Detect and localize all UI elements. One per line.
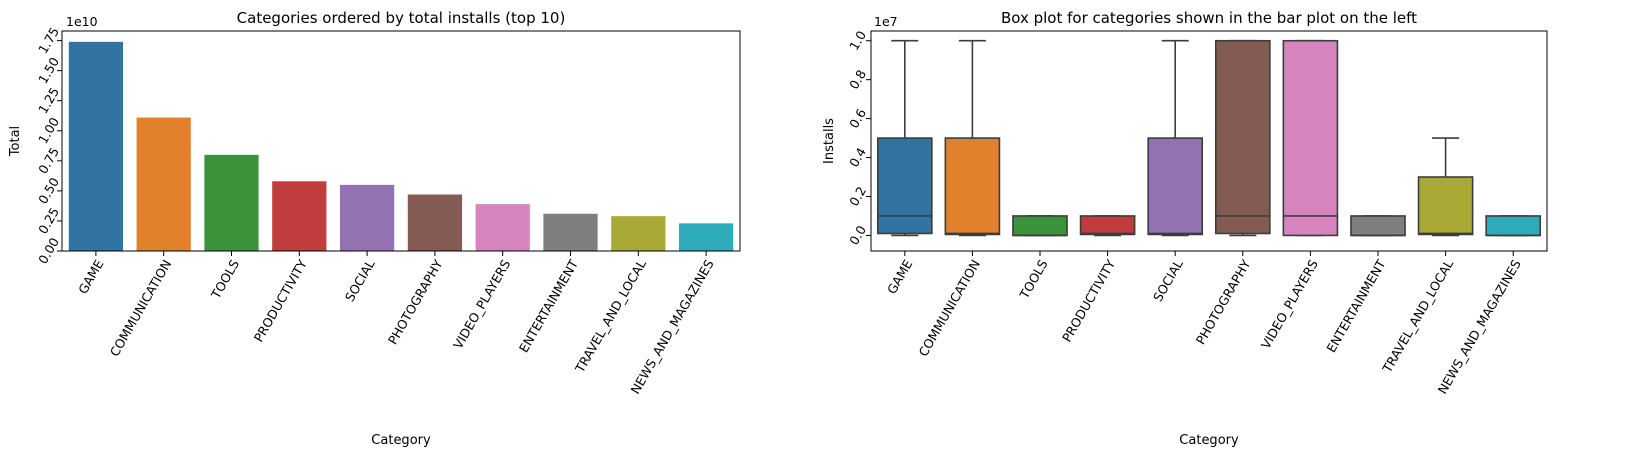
bar-news-and-magazines (678, 223, 734, 251)
box-plot-title: Box plot for categories shown in the bar… (1001, 9, 1417, 27)
box-travel-and-local (1417, 137, 1474, 237)
box-y-tick-label: 0.4 (846, 145, 869, 170)
box-x-tick-label: TRAVEL_AND_LOCAL (1379, 257, 1456, 376)
bar-chart-offset-text: 1e10 (66, 14, 98, 29)
bar-y-ticks: 0.000.250.500.751.001.251.501.75 (35, 25, 62, 267)
box-body (1485, 215, 1542, 237)
box-body (1282, 39, 1339, 237)
box-plot-offset-text: 1e7 (874, 14, 898, 29)
box-y-tick-label: 0.8 (846, 67, 869, 92)
box-body (876, 137, 933, 235)
bar-x-tick-label: ENTERTAINMENT (516, 257, 581, 355)
box-y-tick-label: 0.6 (846, 106, 869, 131)
box-body (1350, 215, 1406, 237)
box-x-tick-label: COMMUNICATION (915, 257, 983, 359)
bar-social (339, 184, 395, 251)
box-x-tick-label: ENTERTAINMENT (1323, 257, 1388, 355)
bar-entertainment (543, 213, 598, 251)
bar-tools (204, 154, 259, 251)
bar-x-tick-label: COMMUNICATION (107, 257, 175, 359)
box-y-tick-label: 0.0 (846, 223, 869, 248)
box-y-tick-label: 1.0 (846, 28, 869, 53)
bar-chart-frame (61, 30, 741, 252)
box-x-tick-label: TOOLS (1016, 257, 1051, 302)
box-body (1147, 137, 1204, 236)
box-body (944, 137, 1001, 236)
bar-game (68, 41, 124, 251)
bar-x-tick-label: PRODUCTIVITY (251, 257, 310, 345)
bar-chart-panel: Categories ordered by total installs (to… (8, 9, 741, 448)
box-productivity (1079, 215, 1136, 237)
bar-productivity (272, 181, 327, 251)
box-plot-panel: Box plot for categories shown in the bar… (822, 9, 1548, 448)
box-body (1079, 215, 1136, 236)
box-tools (1012, 215, 1068, 237)
box-social (1147, 39, 1204, 237)
bar-communication (136, 117, 191, 252)
box-plot-y-label: Installs (822, 118, 837, 164)
bar-x-tick-label: TOOLS (207, 257, 242, 302)
box-x-tick-label: SOCIAL (1150, 257, 1186, 304)
box-news-and-magazines (1485, 215, 1542, 237)
bar-x-tick-label: VIDEO_PLAYERS (450, 257, 513, 351)
box-photography (1214, 39, 1271, 237)
bar-marks (68, 41, 734, 252)
box-communication (944, 39, 1001, 237)
box-game (876, 39, 933, 237)
bar-x-tick-label: SOCIAL (342, 257, 378, 304)
bar-x-ticks: GAME COMMUNICATION TOOLS PRODUCTIVITY SOCIAL… (75, 251, 717, 396)
bar-x-tick-label: GAME (75, 257, 107, 297)
box-body (1012, 215, 1068, 237)
box-plot-x-label: Category (1179, 433, 1239, 448)
bar-chart-y-label: Total (8, 126, 23, 157)
box-y-tick-label: 0.2 (846, 184, 869, 209)
box-x-tick-label: GAME (884, 257, 916, 297)
box-x-ticks: GAME COMMUNICATION TOOLS PRODUCTIVITY SOCIAL… (884, 251, 1524, 396)
box-body (1417, 176, 1474, 236)
bar-chart-x-label: Category (371, 433, 431, 448)
bar-photography (407, 194, 463, 251)
box-video-players (1282, 39, 1339, 237)
bar-travel-and-local (611, 216, 666, 251)
box-entertainment (1350, 215, 1406, 237)
box-marks (876, 39, 1542, 237)
bar-x-tick-label: TRAVEL_AND_LOCAL (572, 257, 649, 376)
bar-chart-title: Categories ordered by total installs (to… (237, 9, 566, 27)
box-y-ticks: 0.0 0.2 0.4 0.6 0.8 1.0 (846, 28, 871, 248)
bar-x-tick-label: PHOTOGRAPHY (385, 257, 446, 347)
box-x-tick-label: PHOTOGRAPHY (1193, 257, 1254, 347)
box-plot-frame (870, 30, 1548, 252)
bar-video-players (475, 204, 530, 251)
box-x-tick-label: VIDEO_PLAYERS (1258, 257, 1321, 351)
box-x-tick-label: PRODUCTIVITY (1059, 257, 1118, 345)
box-body (1214, 39, 1271, 235)
